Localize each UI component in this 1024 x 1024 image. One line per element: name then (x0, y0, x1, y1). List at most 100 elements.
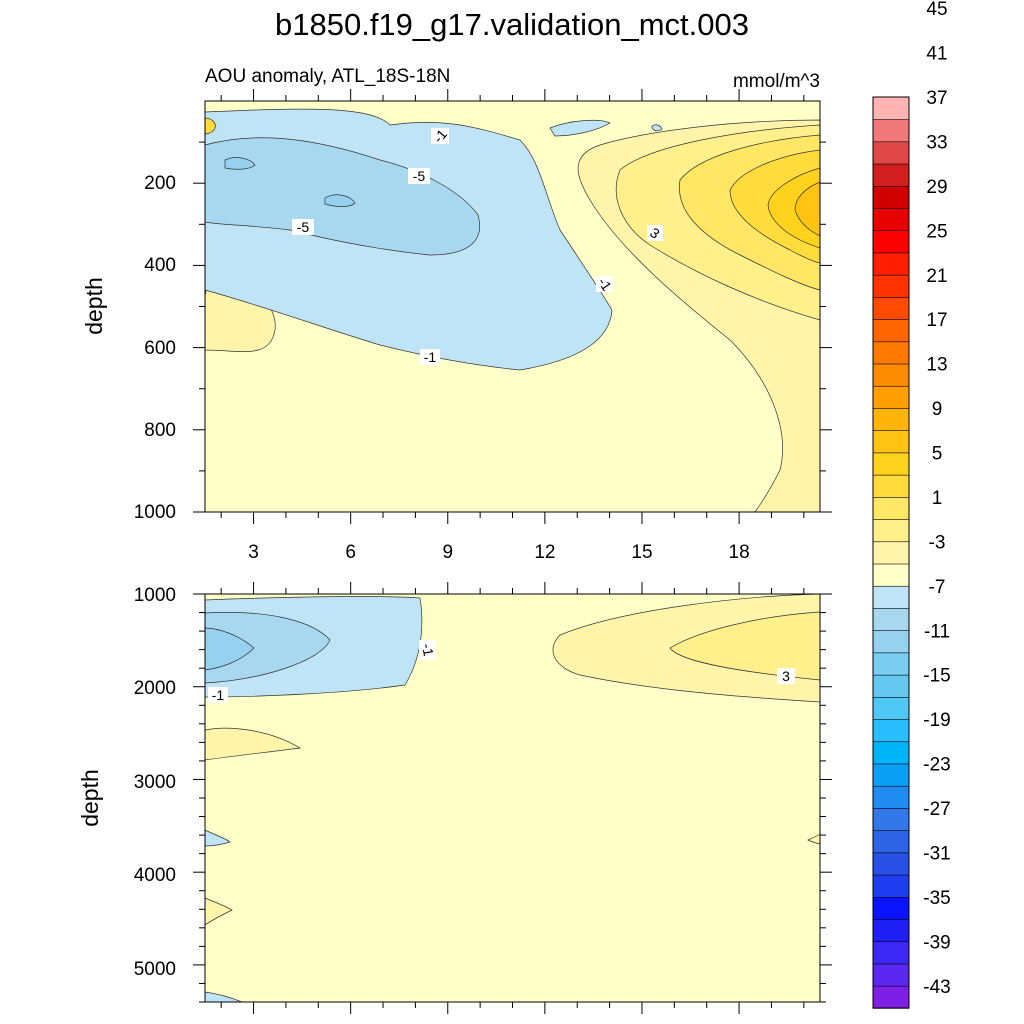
colorbar-cell (872, 318, 910, 343)
top-panel: AOU anomaly, ATL_18S-18N mmol/m^3 3 6 9 (81, 66, 832, 563)
colorbar-label: 37 (926, 88, 947, 109)
colorbar-cell (872, 696, 910, 720)
contour-label: -1 (430, 126, 450, 146)
bottom-panel: 1000 2000 3000 4000 5000 depth -1 -1 3 (77, 582, 832, 1014)
colorbar-cell (872, 163, 910, 187)
colorbar-labels: -43-39-35-31-27-23-19-15-11-7-3159131721… (923, 0, 950, 998)
colorbar-cell (872, 207, 910, 232)
colorbar-label: -3 (929, 532, 946, 553)
top-panel-units: mmol/m^3 (733, 71, 820, 92)
colorbar-cell (872, 874, 910, 898)
colorbar-cell (872, 96, 910, 120)
colorbar-label: -11 (924, 621, 950, 642)
colorbar-cell (872, 230, 910, 254)
top-region-positive-corner (204, 117, 216, 135)
top-region-positive-11 (794, 181, 821, 237)
colorbar-cell (872, 541, 910, 565)
colorbar-cell (872, 607, 910, 631)
colorbar-label: -19 (923, 710, 950, 731)
colorbar-label: 33 (926, 132, 947, 153)
top-axis-ticks (193, 89, 832, 524)
colorbar-cell (872, 274, 910, 298)
svg-text:-1: -1 (424, 349, 437, 365)
top-x-tick-label: 9 (443, 542, 454, 563)
colorbar-cell (872, 518, 910, 543)
bottom-region-positive-edge (807, 833, 821, 845)
top-y-axis-label: depth (81, 277, 107, 335)
bottom-contour-field (204, 593, 821, 1003)
bottom-y-tick-label: 1000 (134, 585, 176, 606)
svg-text:-5: -5 (297, 219, 310, 235)
bottom-region-positive-3 (669, 611, 821, 681)
colorbar-cell (872, 652, 910, 676)
colorbar-cell (872, 852, 910, 876)
colorbar-cell (872, 585, 910, 609)
colorbar-label: -31 (923, 844, 950, 865)
colorbar-label: 45 (926, 0, 947, 20)
bottom-y-tick-label: 4000 (134, 865, 176, 886)
colorbar-cell (872, 141, 910, 165)
top-panel-title: AOU anomaly, ATL_18S-18N (205, 66, 450, 87)
top-y-tick-label: 400 (144, 255, 176, 276)
colorbar-frame (872, 96, 910, 1009)
colorbar-cell (872, 563, 910, 587)
colorbar-cell (872, 674, 910, 698)
colorbar-cell (872, 296, 910, 320)
top-x-tick-label: 3 (248, 542, 259, 563)
colorbar-cell (872, 807, 910, 831)
top-x-tick-labels: 3 6 9 12 15 18 (248, 542, 749, 563)
contour-label: 3 (647, 224, 663, 242)
contour-label: -5 (292, 219, 314, 235)
colorbar-label: -23 (923, 755, 950, 776)
top-x-tick-label: 6 (345, 542, 356, 563)
colorbar-label: 29 (926, 177, 947, 198)
contour-label: -1 (420, 349, 440, 365)
contour-label: 3 (777, 668, 795, 684)
colorbar-label: -35 (923, 888, 950, 909)
contour-label: -1 (419, 640, 437, 660)
colorbar-label: -15 (923, 666, 950, 687)
top-region-negative-5a (224, 157, 256, 170)
bottom-region-negative-small (204, 829, 231, 847)
colorbar-cell (872, 452, 910, 476)
bottom-region-negative-5 (204, 627, 255, 671)
top-region-negative-5b (324, 194, 356, 207)
bottom-region-negative-3 (204, 612, 331, 684)
top-y-tick-label: 600 (144, 338, 176, 359)
top-contour-labels: -1 -5 -5 -1 -1 3 (292, 126, 663, 365)
top-y-tick-label: 1000 (134, 502, 176, 523)
top-y-tick-label: 200 (144, 173, 176, 194)
bottom-y-tick-label: 2000 (134, 678, 176, 699)
colorbar-label: 5 (932, 444, 943, 465)
contour-label: -1 (595, 274, 615, 294)
colorbar-cell (872, 918, 910, 943)
colorbar-cell (872, 829, 910, 854)
colorbar-cell (872, 985, 910, 1009)
bottom-region-positive-small (204, 897, 233, 926)
top-y-tick-labels: 200 400 600 800 1000 (134, 173, 176, 523)
figure-title: b1850.f19_g17.validation_mct.003 (275, 7, 749, 42)
colorbar-cell (872, 429, 910, 454)
colorbar-label: 9 (932, 399, 943, 420)
colorbar-label: -43 (923, 977, 950, 998)
colorbar-cell (872, 718, 910, 743)
colorbar-label: 41 (926, 44, 947, 65)
colorbar-label: 1 (932, 488, 943, 509)
colorbar-cell (872, 941, 910, 965)
colorbar-cell (872, 407, 910, 431)
bottom-region-positive-mid (204, 727, 302, 761)
colorbar-label: -27 (923, 799, 950, 820)
colorbar-label: -39 (923, 932, 950, 953)
contour-label: -5 (408, 168, 430, 184)
colorbar-label: 25 (926, 221, 947, 242)
top-contour-field (204, 101, 821, 513)
colorbar-cell (872, 118, 910, 143)
colorbar-cell (872, 763, 910, 787)
colorbar-cell (872, 896, 910, 920)
colorbar-cell (872, 963, 910, 987)
colorbar-cell (872, 385, 910, 409)
svg-text:3: 3 (782, 668, 790, 684)
colorbar: -43-39-35-31-27-23-19-15-11-7-3159131721… (872, 0, 951, 1009)
colorbar-cells (872, 96, 910, 1009)
